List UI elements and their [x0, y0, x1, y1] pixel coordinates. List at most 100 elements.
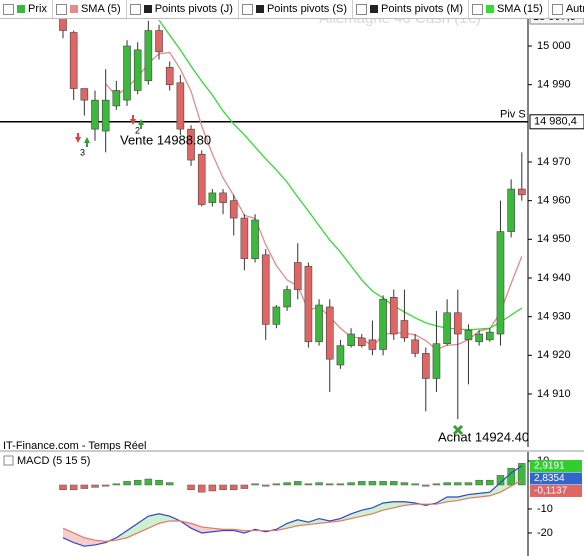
toolbar-item[interactable]: Prix: [0, 0, 53, 18]
toolbar-label: SMA (5): [80, 3, 121, 15]
candle-body: [368, 339, 377, 350]
y-tick-label: 14 930: [537, 311, 571, 323]
candle-body: [475, 333, 483, 343]
toolbar-label: Points pivots (M): [381, 3, 463, 15]
candle-body: [155, 30, 163, 53]
candle-body: [91, 99, 99, 130]
toolbar-item[interactable]: SMA (5): [53, 0, 127, 18]
toolbar-item[interactable]: SMA (15): [469, 0, 549, 18]
annotation: Achat 14924.40: [438, 429, 529, 444]
pivot-value-label: 14 980,4: [534, 116, 577, 128]
candle-body: [144, 30, 153, 82]
candle-body: [507, 188, 515, 232]
toolbar-label: Points pivots (J): [154, 3, 233, 15]
toolbar-item[interactable]: Points pivots (M): [353, 0, 469, 18]
candle-body: [283, 289, 291, 308]
candle-body: [187, 128, 195, 161]
value-marker-box: [530, 459, 582, 472]
histogram-bar: [59, 484, 67, 491]
histogram-bar: [272, 483, 281, 486]
candle-body: [443, 312, 451, 345]
candle-body: [165, 66, 174, 85]
source: IT-Finance.com - Temps Réel: [3, 440, 146, 452]
histogram-bar: [208, 484, 217, 492]
histogram-bar: [304, 483, 313, 486]
histogram-bar: [336, 483, 345, 486]
histogram-bar: [475, 479, 483, 486]
macd-line: [62, 465, 523, 547]
y-tick-label: -10: [537, 503, 553, 515]
histogram-bar: [432, 483, 441, 486]
candle-body: [421, 353, 430, 379]
histogram-bar: [390, 481, 398, 486]
signal-arrow: [84, 137, 90, 147]
candle-body: [432, 343, 441, 379]
histogram-bar: [422, 484, 430, 487]
histogram-bar: [165, 482, 174, 486]
macd-title: MACD (5 15 5): [17, 455, 90, 467]
sma-line: [158, 19, 523, 331]
candle-body: [453, 312, 462, 335]
candle-body: [325, 306, 334, 360]
histogram-bar: [443, 482, 451, 486]
candle-body: [293, 262, 302, 290]
toolbar-item[interactable]: Points pivots (S): [239, 0, 354, 18]
toolbar-label: Autre: [565, 3, 584, 15]
macd-fill: [457, 494, 469, 501]
candle-body: [389, 297, 398, 335]
y-tick-label: 15 000: [537, 40, 571, 52]
histogram-bar: [379, 481, 387, 486]
histogram-bar: [464, 482, 473, 486]
histogram-bar: [112, 483, 121, 486]
histogram-bar: [454, 482, 462, 486]
toolbar-label: Points pivots (S): [266, 3, 348, 15]
axis-background: [528, 0, 584, 447]
value-marker-label: 2,9191: [534, 461, 565, 472]
candle-body: [315, 304, 323, 343]
histogram-bar: [229, 484, 238, 491]
histogram-bar: [293, 481, 302, 486]
histogram-bar: [411, 483, 419, 486]
value-marker-label: -0,1137: [534, 486, 568, 497]
candle-body: [80, 88, 89, 101]
histogram-bar: [197, 484, 206, 493]
sma-line: [105, 51, 523, 351]
candle-body: [347, 333, 355, 346]
histogram-bar: [368, 481, 377, 486]
histogram-bar: [283, 482, 291, 486]
annotation: Vente 14988.80: [120, 132, 211, 147]
candle-body: [101, 99, 110, 132]
toolbar-item[interactable]: Points pivots (J): [127, 0, 239, 18]
histogram-bar: [326, 483, 334, 486]
signal-arrow: [75, 133, 81, 143]
macd-fill: [393, 501, 405, 508]
histogram-bar: [69, 484, 78, 491]
candle-body: [304, 266, 313, 343]
histogram-bar: [133, 479, 142, 486]
candle-body: [123, 45, 131, 101]
histogram-bar: [91, 484, 99, 488]
histogram-bar: [315, 482, 323, 486]
candle-body: [411, 339, 419, 354]
candle-body: [229, 200, 238, 219]
candle-body: [496, 231, 505, 335]
candle-body: [197, 153, 206, 205]
toolbar-item[interactable]: Autre: [549, 0, 584, 18]
signal-arrow: [138, 119, 144, 129]
signal-arrow: [130, 115, 136, 125]
candle-body: [272, 306, 281, 325]
candle-body: [485, 331, 494, 341]
y-tick-label: 14 940: [537, 272, 571, 284]
candle-body: [400, 320, 409, 339]
histogram-bar: [240, 484, 249, 489]
y-tick-label: 14 960: [537, 195, 571, 207]
candle-body: [240, 217, 249, 259]
histogram-bar: [261, 484, 270, 487]
histogram-bar: [155, 479, 163, 486]
candle-body: [112, 90, 121, 107]
histogram-bar: [80, 484, 89, 489]
toolbar-label: Prix: [28, 3, 47, 15]
candle-body: [518, 188, 526, 196]
